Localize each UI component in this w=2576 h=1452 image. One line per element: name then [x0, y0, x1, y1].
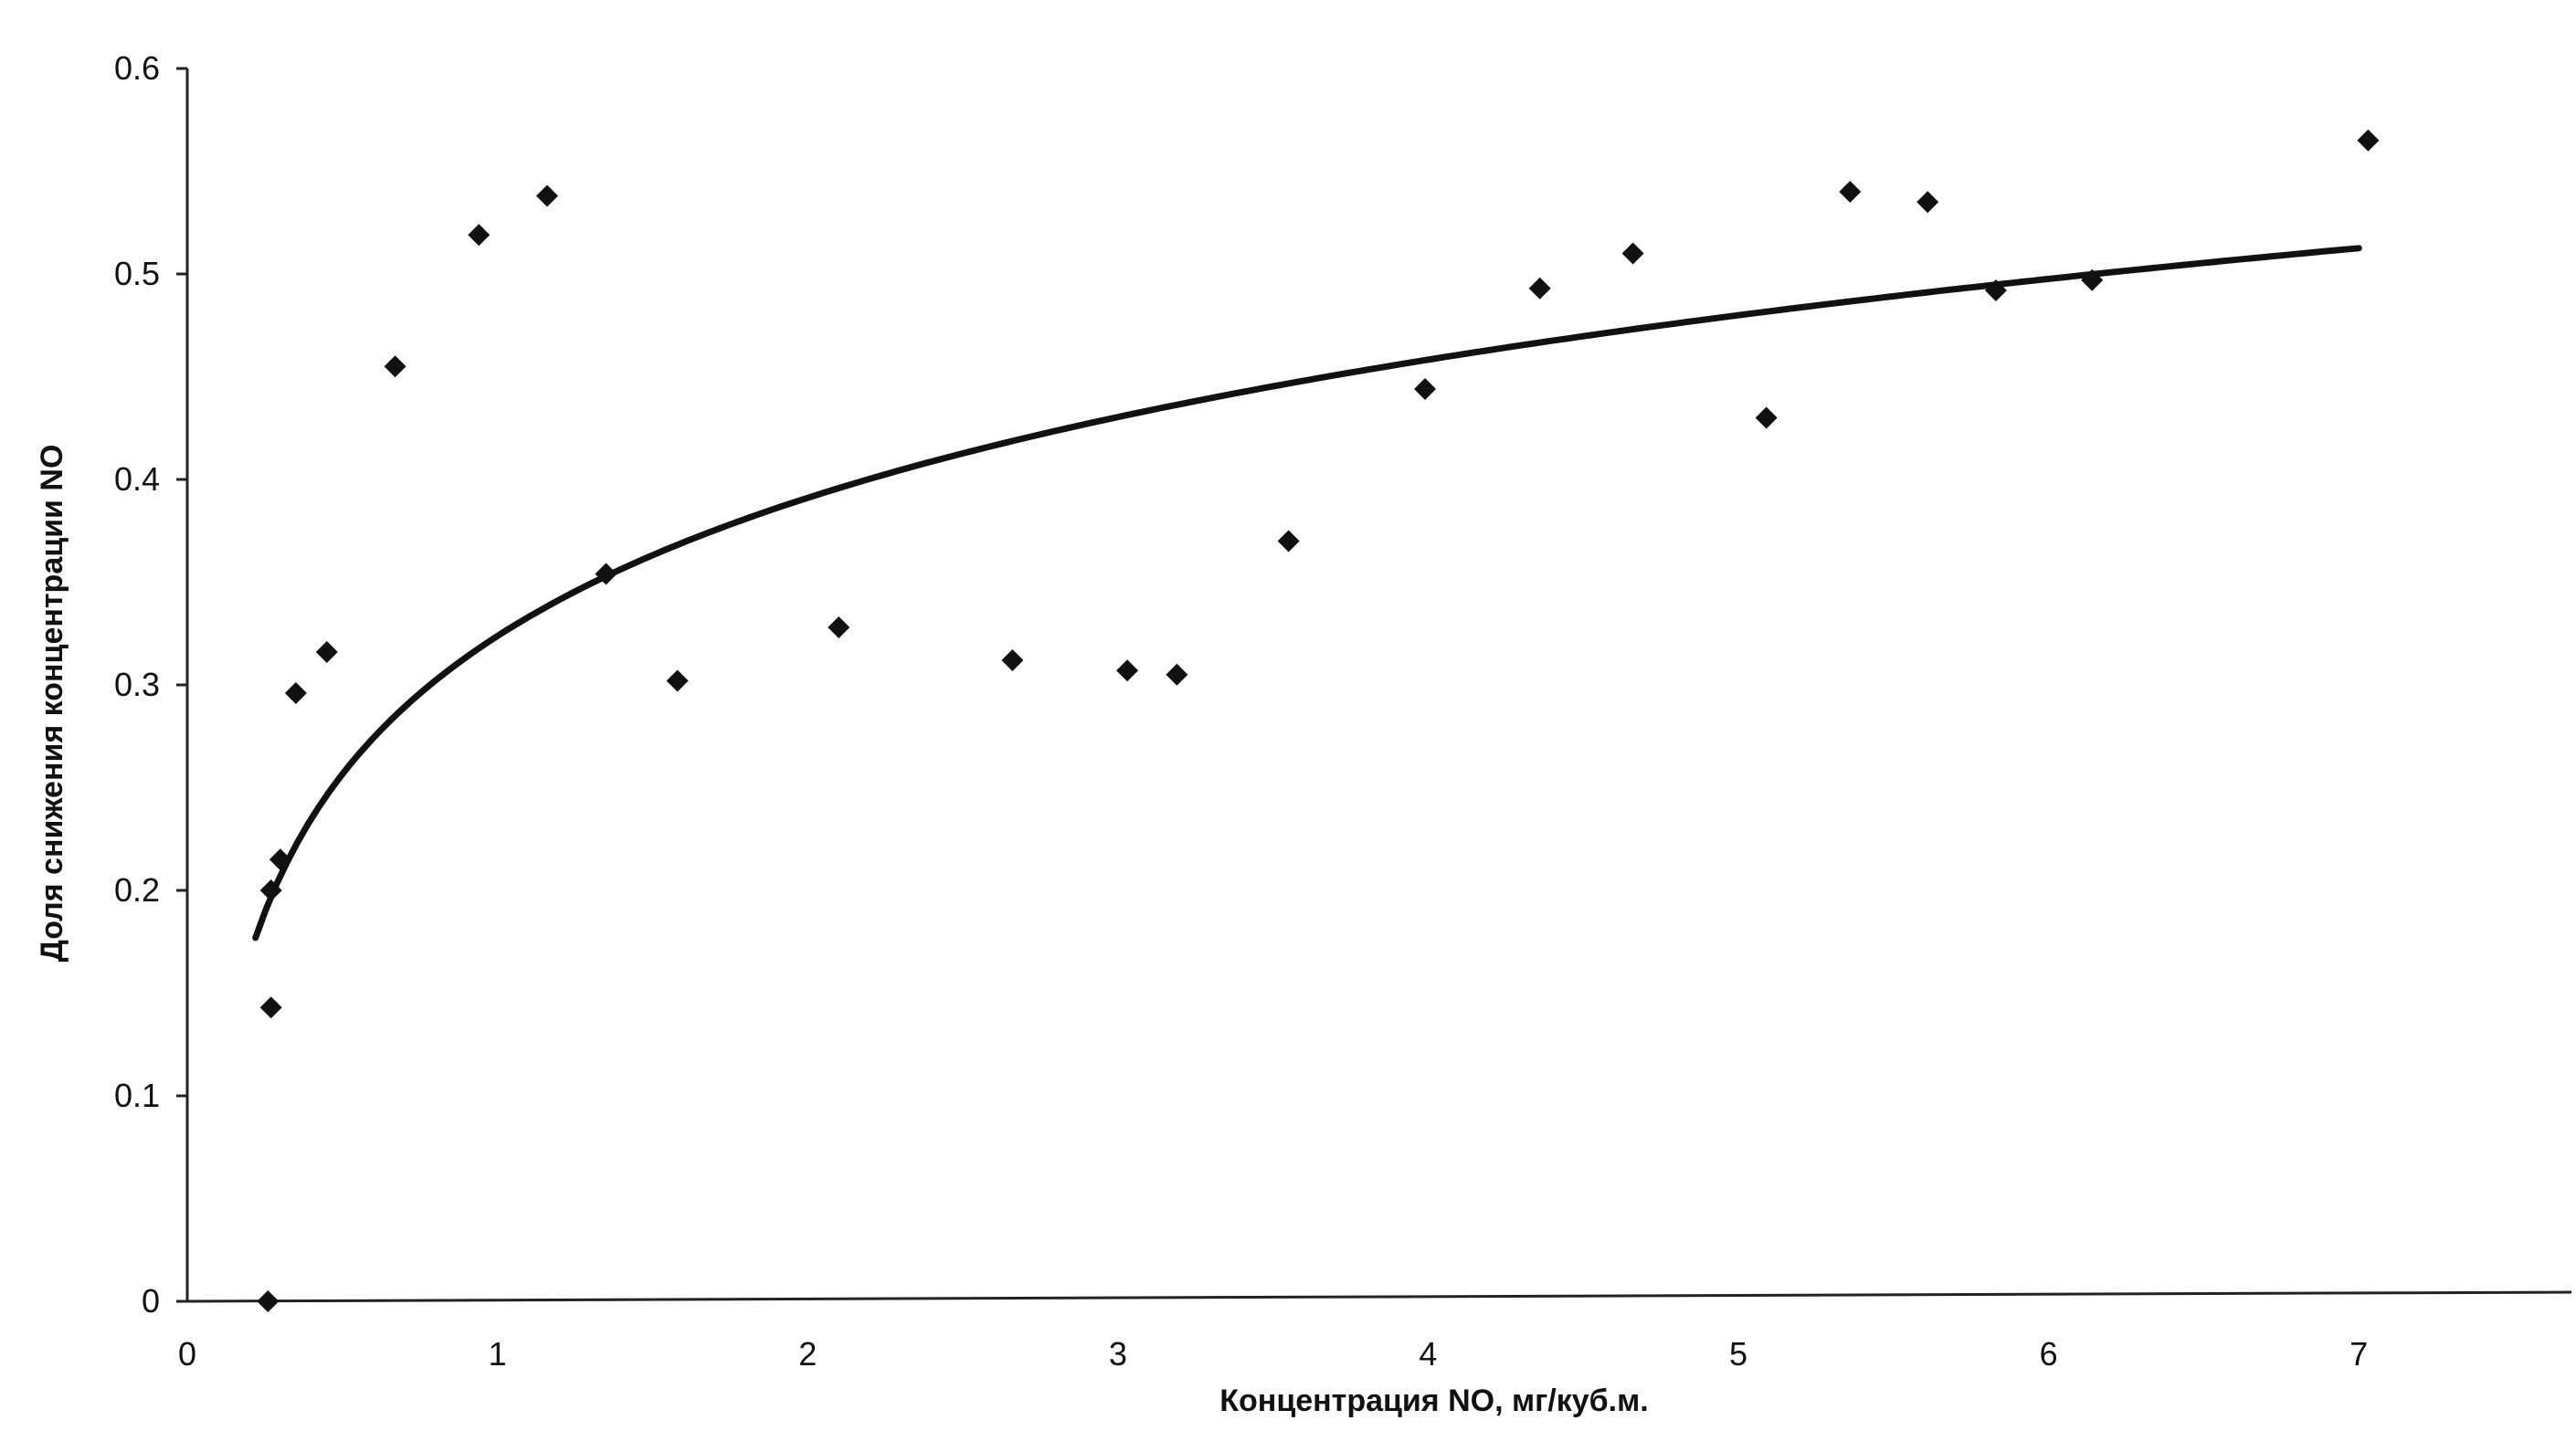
- data-point: [384, 355, 406, 378]
- data-point: [535, 184, 558, 207]
- data-points: [257, 129, 2380, 1312]
- x-tick-label: 3: [1109, 1335, 1127, 1373]
- x-axis-line: [186, 1290, 2572, 1303]
- y-tick-label: 0.6: [114, 49, 160, 87]
- x-tick-label: 4: [1419, 1335, 1437, 1373]
- x-tick-label: 7: [2349, 1335, 2368, 1373]
- data-point: [1277, 530, 1300, 552]
- data-point: [1001, 649, 1024, 671]
- data-point: [1984, 279, 2007, 301]
- data-point: [257, 1290, 280, 1312]
- y-tick-label: 0.5: [114, 255, 160, 292]
- y-tick-label: 0: [142, 1282, 160, 1320]
- x-tick-label: 5: [1729, 1335, 1747, 1373]
- x-tick-label: 0: [178, 1335, 196, 1373]
- y-ticks: 0 0.1 0.2 0.3 0.4 0.5 0.6: [114, 49, 187, 1320]
- data-point: [259, 996, 282, 1019]
- data-point: [1116, 659, 1139, 682]
- data-point: [828, 616, 850, 638]
- x-tick-label: 6: [2040, 1335, 2058, 1373]
- data-point: [1755, 406, 1778, 429]
- x-axis-title: Концентрация NO, мг/куб.м.: [1219, 1384, 1648, 1418]
- y-tick-label: 0.4: [114, 460, 160, 498]
- data-point: [666, 669, 689, 692]
- data-point: [1839, 181, 1862, 203]
- x-tick-label: 1: [489, 1335, 507, 1373]
- data-point: [1621, 242, 1644, 265]
- data-point: [1414, 378, 1437, 400]
- data-point: [595, 563, 618, 585]
- y-tick-label: 0.2: [114, 871, 160, 909]
- y-axis-title: Доля снижения концентрации NO: [35, 445, 69, 963]
- y-tick-label: 0.3: [114, 666, 160, 703]
- x-ticks: 0 1 2 3 4 5 6 7: [178, 1335, 2368, 1373]
- data-point: [2081, 268, 2104, 291]
- data-point: [269, 848, 291, 871]
- data-point: [315, 641, 338, 663]
- data-point: [1916, 191, 1939, 214]
- x-axis: 0 1 2 3 4 5 6 7: [178, 1290, 2572, 1373]
- data-point: [284, 682, 307, 704]
- data-point: [2357, 129, 2380, 152]
- data-point: [1528, 277, 1551, 300]
- x-tick-label: 2: [798, 1335, 817, 1373]
- data-point: [259, 879, 282, 901]
- data-point: [1166, 663, 1188, 686]
- trend-line: [252, 245, 2362, 942]
- y-axis: 0 0.1 0.2 0.3 0.4 0.5 0.6: [114, 49, 189, 1320]
- data-point: [468, 224, 491, 247]
- y-tick-label: 0.1: [114, 1077, 160, 1114]
